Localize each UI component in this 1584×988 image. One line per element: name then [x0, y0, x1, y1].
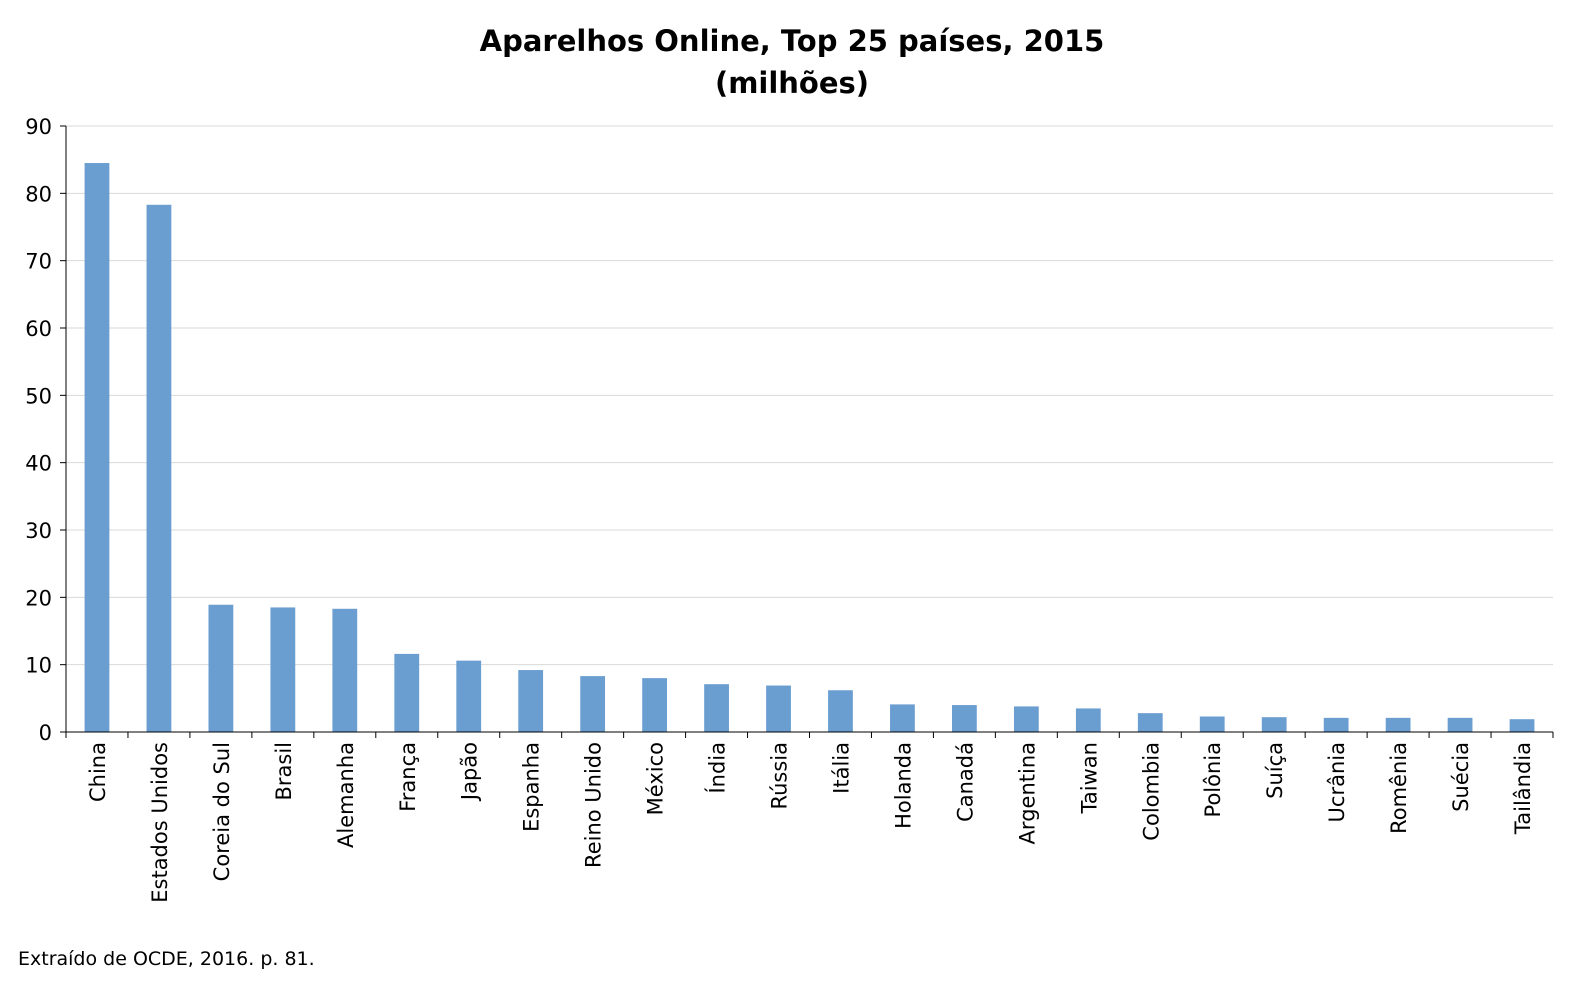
bar [1075, 708, 1101, 732]
x-category-label: Romênia [1387, 742, 1411, 834]
x-category-label: China [86, 742, 110, 802]
bar [1013, 706, 1039, 732]
source-note: Extraído de OCDE, 2016. p. 81. [18, 948, 315, 970]
x-category-label: Suécia [1449, 742, 1473, 812]
bar [952, 705, 977, 732]
bar [456, 660, 482, 732]
bar [766, 685, 791, 732]
bar [704, 684, 729, 732]
y-tick-label: 10 [25, 654, 52, 678]
x-category-label: Canadá [953, 742, 977, 822]
chart-title-line2: (milhões) [714, 66, 870, 100]
x-category-label: Reino Unido [582, 742, 606, 868]
x-category-label: Coreia do Sul [210, 742, 234, 881]
x-category-label: Itália [829, 742, 853, 794]
gridlines [66, 125, 1553, 666]
x-category-label: Colombia [1139, 742, 1163, 841]
bar [394, 653, 420, 732]
bar [208, 604, 234, 732]
bar [84, 163, 110, 733]
bar [642, 678, 667, 732]
bar [890, 704, 915, 732]
bar [518, 670, 544, 732]
bar [270, 607, 296, 732]
bar [1447, 717, 1473, 732]
y-tick-label: 70 [25, 250, 52, 274]
bar [1137, 713, 1163, 732]
x-category-label: Ucrânia [1325, 742, 1349, 822]
x-category-label: Argentina [1015, 742, 1039, 844]
x-category-label: França [396, 742, 420, 812]
bar [828, 690, 853, 732]
y-tick-label: 40 [25, 452, 52, 476]
bar [1261, 717, 1287, 732]
x-category-label: Brasil [272, 742, 296, 801]
bar [146, 204, 172, 732]
x-category-label: Japão [458, 742, 482, 802]
bar [1509, 719, 1535, 732]
bar [332, 608, 358, 732]
y-tick-label: 30 [25, 519, 52, 543]
y-tick-label: 80 [25, 182, 52, 206]
bar [1323, 717, 1349, 732]
x-category-label: Taiwan [1077, 742, 1101, 814]
y-tick-label: 0 [39, 721, 52, 745]
x-category-label: Estados Unidos [148, 742, 172, 903]
bars [84, 163, 1535, 733]
y-axis-ticks: 0 10 20 30 40 50 60 70 80 90 [25, 115, 52, 745]
bar [1385, 717, 1411, 732]
y-tick-label: 60 [25, 317, 52, 341]
y-tick-label: 50 [25, 384, 52, 408]
x-category-label: Suíça [1263, 742, 1287, 799]
x-category-label: Holanda [891, 742, 915, 829]
bar [1199, 716, 1225, 732]
x-axis-labels: China Estados Unidos Coreia do Sul Brasil Al… [86, 742, 1535, 903]
y-tick-label: 20 [25, 586, 52, 610]
x-category-label: Rússia [768, 742, 792, 810]
y-tick-label: 90 [25, 115, 52, 139]
bar [580, 676, 606, 732]
x-category-label: Tailândia [1511, 742, 1535, 835]
x-category-label: Polônia [1201, 742, 1225, 817]
axes [60, 125, 1554, 738]
chart-title-line1: Aparelhos Online, Top 25 países, 2015 [479, 24, 1105, 58]
x-category-label: México [644, 742, 668, 815]
x-category-label: Espanha [520, 742, 544, 832]
x-category-label: Índia [705, 742, 730, 794]
x-category-label: Alemanha [334, 742, 358, 848]
chart-title: Aparelhos Online, Top 25 países, 2015 (m… [0, 20, 1584, 104]
